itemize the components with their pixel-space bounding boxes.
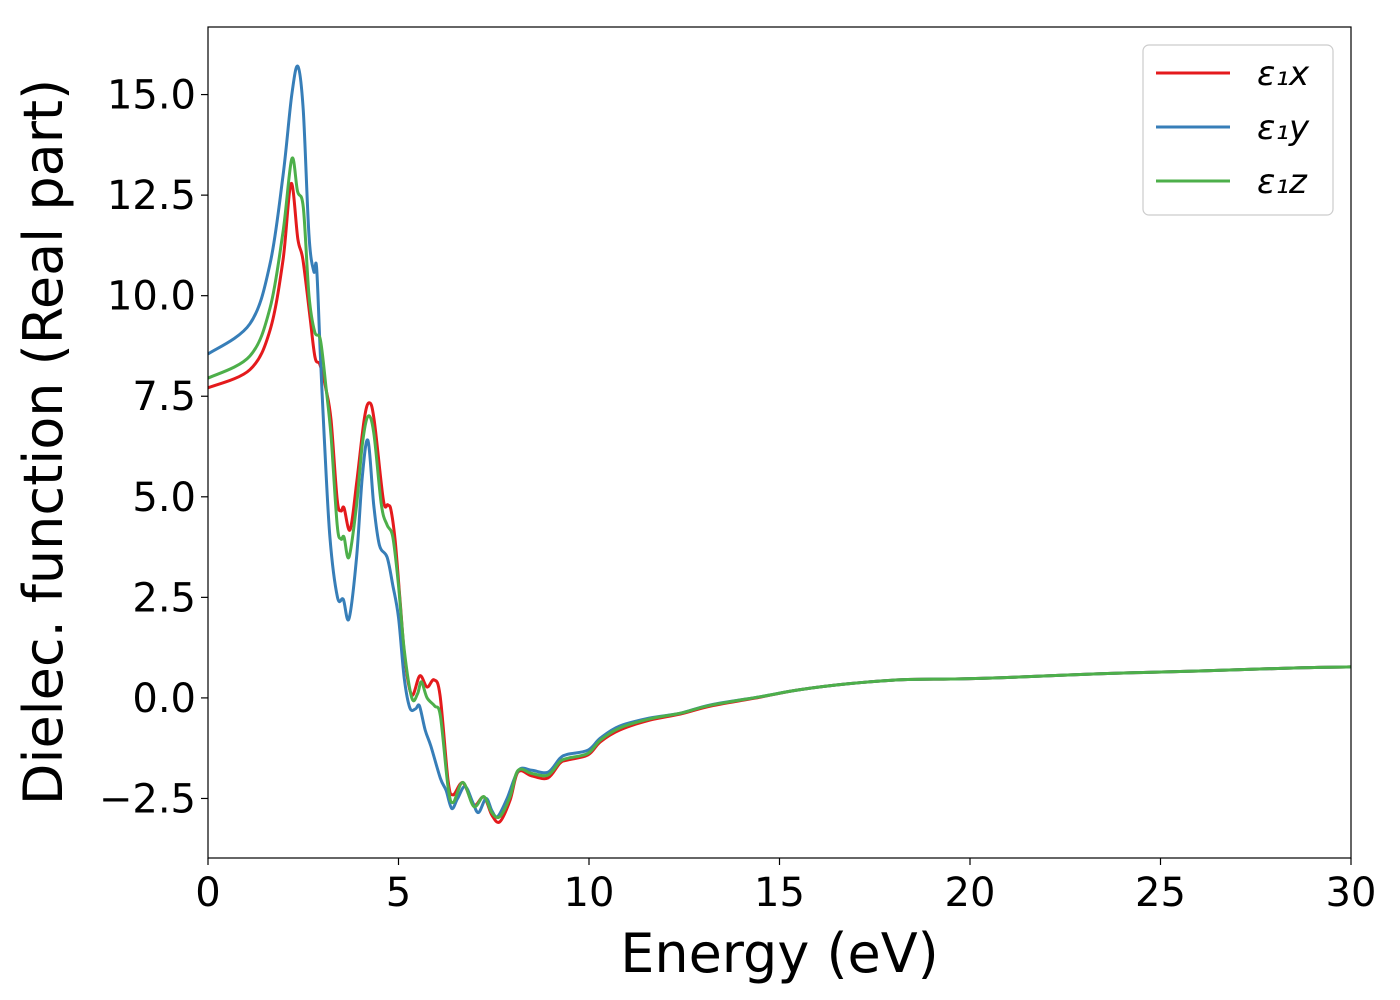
series-line-z bbox=[208, 156, 1351, 820]
legend-label: ε₁z bbox=[1257, 162, 1308, 202]
x-tick-label: 10 bbox=[564, 870, 615, 916]
x-tick-label: 15 bbox=[754, 870, 805, 916]
x-axis-label: Energy (eV) bbox=[620, 922, 939, 985]
ticks-layer: 0 5 10 15 20 25 30 −2.5 0.0 2.5 5.0 7.5 10.0 12.5 15.0 bbox=[99, 73, 1377, 916]
x-tick-label: 30 bbox=[1326, 870, 1377, 916]
y-tick-label: 2.5 bbox=[132, 575, 196, 621]
y-tick-label: 10.0 bbox=[107, 274, 196, 320]
y-tick-label: 12.5 bbox=[107, 173, 196, 219]
x-tick-label: 25 bbox=[1135, 870, 1186, 916]
series-layer bbox=[208, 64, 1351, 824]
legend-label: ε₁x bbox=[1257, 54, 1310, 94]
legend-box bbox=[1142, 44, 1334, 216]
legend-label: ε₁y bbox=[1257, 108, 1310, 148]
y-tick-label: 5.0 bbox=[132, 475, 196, 521]
y-tick-label: 15.0 bbox=[107, 73, 196, 119]
x-tick-label: 0 bbox=[195, 870, 220, 916]
x-tick-label: 5 bbox=[386, 870, 411, 916]
x-tick-label: 20 bbox=[945, 870, 996, 916]
y-axis-label: Dielec. function (Real part) bbox=[12, 79, 75, 805]
legend: ε₁x ε₁y ε₁z bbox=[1142, 44, 1334, 216]
y-tick-label: 0.0 bbox=[132, 676, 196, 722]
y-tick-label: 7.5 bbox=[132, 374, 196, 420]
y-tick-label: −2.5 bbox=[99, 776, 196, 822]
